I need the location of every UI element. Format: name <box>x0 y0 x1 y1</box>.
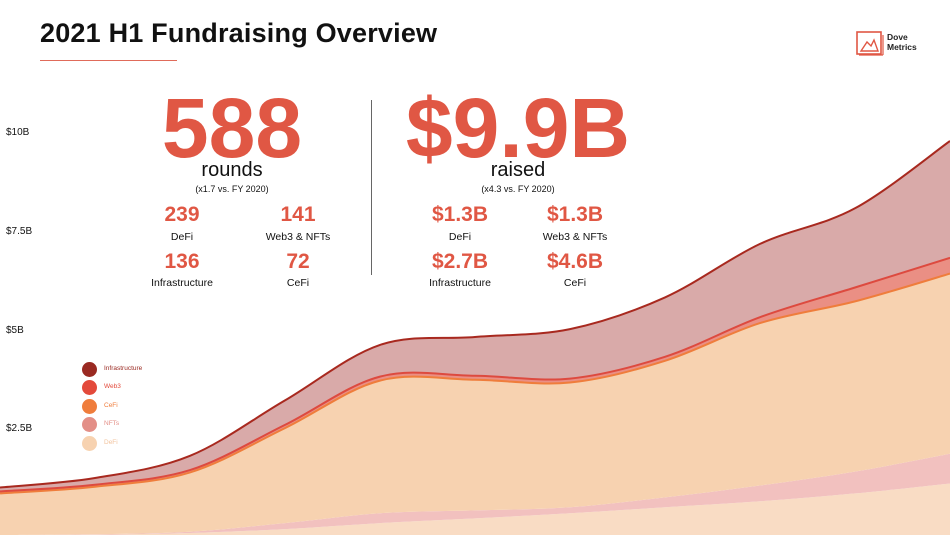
dove-metrics-logo: Dove Metrics <box>856 30 936 60</box>
raised-web3-label: Web3 & NFTs <box>542 231 608 243</box>
rounds-total: 588 <box>161 81 303 175</box>
raised-defi-label: DeFi <box>448 231 472 243</box>
legend-label: Infrastructure <box>104 365 143 372</box>
area-defi <box>0 483 950 535</box>
section-divider <box>371 100 372 275</box>
y-tick-label: $2.5B <box>6 423 33 434</box>
raised-infra-value: $2.7B <box>431 250 489 273</box>
raised-defi-value: $1.3B <box>431 203 489 226</box>
area-nfts <box>0 453 950 535</box>
legend-label: DeFi <box>104 439 118 446</box>
raised-total: $9.9B <box>405 81 631 175</box>
rounds-infra-label: Infrastructure <box>151 277 213 289</box>
logo-line1: Dove <box>887 32 908 42</box>
rounds-web3-value: 141 <box>280 203 316 226</box>
rounds-web3-label: Web3 & NFTs <box>265 231 331 243</box>
page-title: 2021 H1 Fundraising Overview <box>40 18 438 48</box>
logo-line2: Metrics <box>887 42 917 52</box>
line-web3 <box>0 256 950 493</box>
legend-swatch <box>82 380 97 395</box>
logo-text: Dove Metrics <box>887 32 917 52</box>
line-cefi <box>0 272 950 495</box>
raised-web3-value: $1.3B <box>546 203 604 226</box>
rounds-infra-value: 136 <box>164 250 200 273</box>
legend-swatch <box>82 436 97 451</box>
line-infrastructure <box>0 140 950 489</box>
raised-note: (x4.3 vs. FY 2020) <box>481 184 555 194</box>
y-tick-label: $5B <box>6 325 24 336</box>
rounds-defi-label: DeFi <box>170 231 194 243</box>
legend-label: CeFi <box>104 402 118 409</box>
legend-swatch <box>82 417 97 432</box>
raised-cefi-value: $4.6B <box>546 250 604 273</box>
legend-swatch <box>82 362 97 377</box>
legend-label: Web3 <box>104 383 121 390</box>
y-tick-label: $7.5B <box>6 226 33 237</box>
rounds-cefi-value: 72 <box>286 250 310 273</box>
area-cefi <box>0 273 950 535</box>
rounds-defi-value: 239 <box>164 203 200 226</box>
y-tick-label: $10B <box>6 127 30 138</box>
raised-infra-label: Infrastructure <box>429 277 491 289</box>
rounds-label: rounds <box>201 159 263 181</box>
legend-swatch <box>82 399 97 414</box>
raised-label: raised <box>490 159 546 181</box>
rounds-cefi-label: CeFi <box>286 277 310 289</box>
legend-label: NFTs <box>104 420 120 427</box>
dove-logo-icon <box>856 31 884 56</box>
rounds-note: (x1.7 vs. FY 2020) <box>195 184 269 194</box>
raised-cefi-label: CeFi <box>563 277 587 289</box>
title-underline <box>40 60 177 61</box>
